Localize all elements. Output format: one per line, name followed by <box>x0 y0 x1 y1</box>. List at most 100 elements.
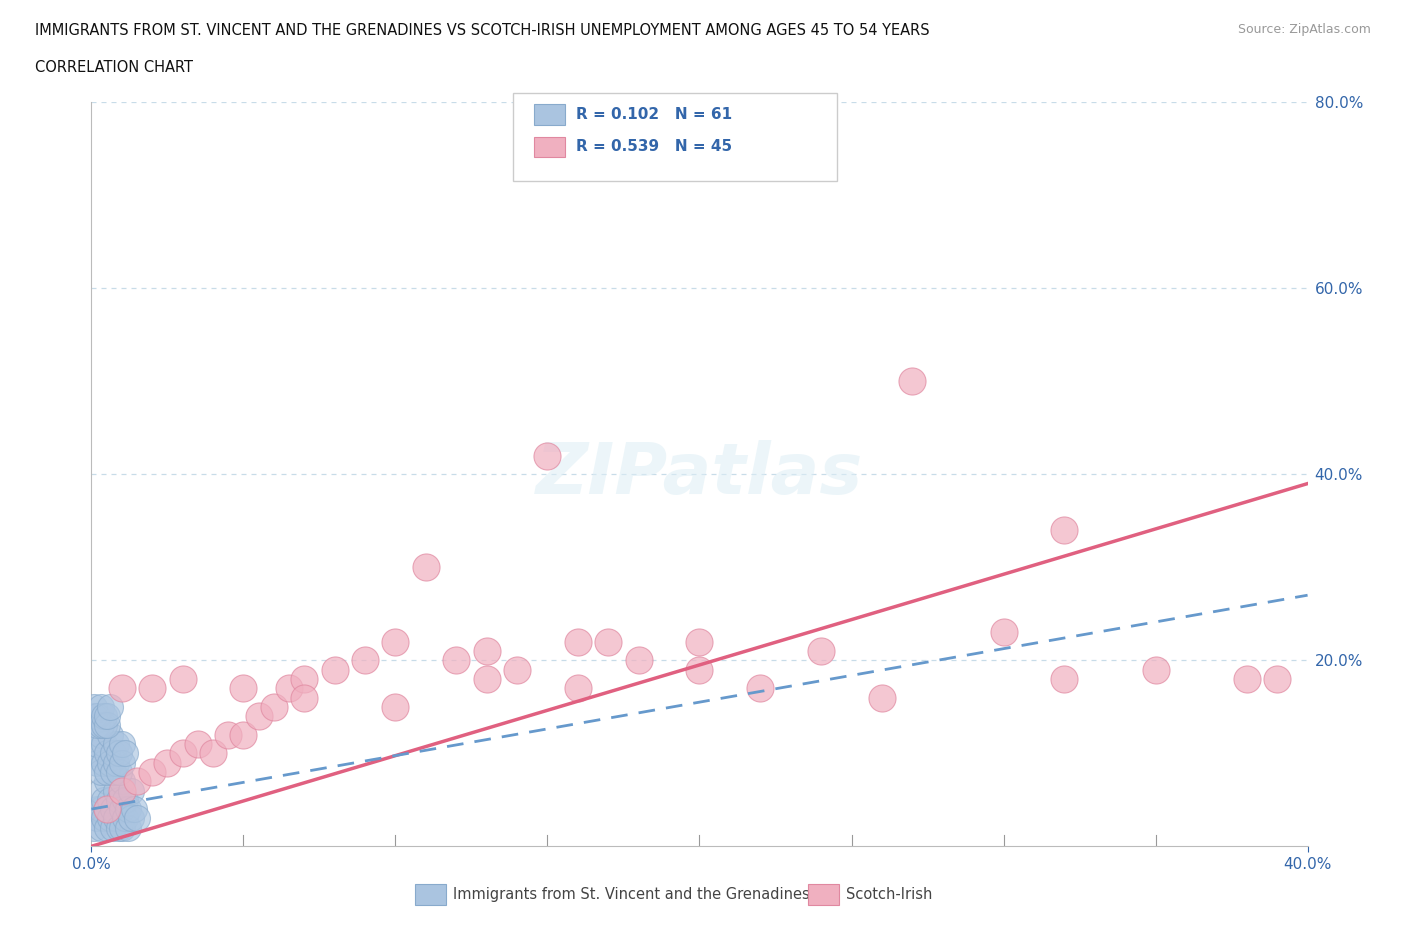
Text: R = 0.102   N = 61: R = 0.102 N = 61 <box>576 107 733 122</box>
Text: ZIPatlas: ZIPatlas <box>536 440 863 509</box>
Point <box>89 699 111 714</box>
Point <box>101 802 124 817</box>
Point <box>122 802 145 817</box>
Point <box>323 662 346 677</box>
Point <box>89 718 111 733</box>
Text: Source: ZipAtlas.com: Source: ZipAtlas.com <box>1237 23 1371 36</box>
Point <box>86 802 108 817</box>
Point <box>475 671 498 686</box>
Text: IMMIGRANTS FROM ST. VINCENT AND THE GRENADINES VS SCOTCH-IRISH UNEMPLOYMENT AMON: IMMIGRANTS FROM ST. VINCENT AND THE GREN… <box>35 23 929 38</box>
Point <box>536 448 558 463</box>
Point <box>870 690 893 705</box>
Point <box>111 774 134 789</box>
Point <box>415 560 437 575</box>
Point <box>475 644 498 658</box>
Point <box>107 792 129 807</box>
Point <box>141 764 163 779</box>
Point <box>117 802 139 817</box>
Point <box>1236 671 1258 686</box>
Point <box>232 681 254 696</box>
Point <box>96 709 118 724</box>
Point <box>598 634 620 649</box>
Point <box>125 774 148 789</box>
Point <box>83 820 105 835</box>
Point <box>217 727 239 742</box>
Point <box>111 802 134 817</box>
Point <box>107 764 129 779</box>
Point <box>111 737 134 751</box>
Text: CORRELATION CHART: CORRELATION CHART <box>35 60 193 75</box>
Point <box>86 811 108 826</box>
Point <box>232 727 254 742</box>
Point <box>111 681 134 696</box>
Point <box>141 681 163 696</box>
Point <box>89 727 111 742</box>
Point <box>114 792 136 807</box>
Point <box>247 709 270 724</box>
Point <box>89 820 111 835</box>
Point <box>96 802 118 817</box>
Point <box>96 764 118 779</box>
Point <box>117 820 139 835</box>
Text: Immigrants from St. Vincent and the Grenadines: Immigrants from St. Vincent and the Gren… <box>453 887 810 902</box>
Point <box>993 625 1015 640</box>
Point <box>93 718 115 733</box>
Point <box>86 755 108 770</box>
Point <box>187 737 209 751</box>
Point <box>86 709 108 724</box>
Point <box>93 755 115 770</box>
Point <box>96 820 118 835</box>
Point <box>107 746 129 761</box>
Point <box>86 737 108 751</box>
Point <box>172 671 194 686</box>
Point <box>384 699 406 714</box>
Point <box>810 644 832 658</box>
Point <box>93 792 115 807</box>
Point <box>506 662 529 677</box>
Point <box>98 727 121 742</box>
Point <box>278 681 301 696</box>
Point <box>688 634 710 649</box>
Point <box>125 811 148 826</box>
Point <box>98 811 121 826</box>
Point <box>1265 671 1288 686</box>
Point <box>93 737 115 751</box>
Point <box>1053 671 1076 686</box>
Point <box>384 634 406 649</box>
Point <box>263 699 285 714</box>
Point <box>1144 662 1167 677</box>
Point <box>567 634 589 649</box>
Point <box>96 746 118 761</box>
Point <box>83 709 105 724</box>
Point <box>107 820 129 835</box>
Point <box>444 653 467 668</box>
Point <box>901 374 924 389</box>
Point <box>292 690 315 705</box>
Point <box>93 811 115 826</box>
Point <box>96 718 118 733</box>
Point <box>202 746 225 761</box>
Text: Scotch-Irish: Scotch-Irish <box>846 887 932 902</box>
Point <box>156 755 179 770</box>
Point <box>111 755 134 770</box>
Point <box>114 746 136 761</box>
Point <box>111 783 134 798</box>
Point <box>120 783 142 798</box>
Point <box>89 783 111 798</box>
Text: R = 0.539   N = 45: R = 0.539 N = 45 <box>576 140 733 154</box>
Point <box>1053 523 1076 538</box>
Point <box>96 802 118 817</box>
Point <box>98 792 121 807</box>
Point <box>83 699 105 714</box>
Point <box>627 653 650 668</box>
Point <box>101 820 124 835</box>
Point <box>101 746 124 761</box>
Point <box>104 783 127 798</box>
Point <box>86 718 108 733</box>
Point <box>114 811 136 826</box>
Point <box>749 681 772 696</box>
Point <box>96 774 118 789</box>
Point <box>93 709 115 724</box>
Point <box>120 811 142 826</box>
Point <box>354 653 377 668</box>
